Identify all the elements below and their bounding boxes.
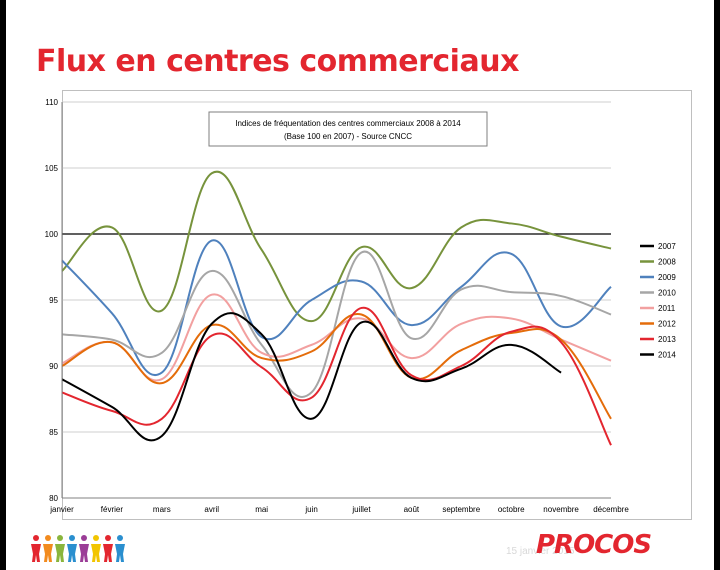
chart-title-box: Indices de fréquentation des centres com… bbox=[208, 111, 488, 147]
chart-border bbox=[62, 90, 692, 520]
person-head bbox=[57, 535, 63, 541]
x-tick-label: juin bbox=[304, 505, 317, 514]
left-border bbox=[0, 0, 6, 570]
x-tick-label: mai bbox=[255, 505, 268, 514]
person-body bbox=[31, 544, 41, 562]
legend-label: 2011 bbox=[658, 304, 676, 313]
legend-label: 2010 bbox=[658, 289, 676, 298]
series-line-2012 bbox=[61, 313, 612, 420]
chart-title-box-border bbox=[208, 111, 488, 147]
person-body bbox=[43, 544, 53, 562]
people-logo-icon bbox=[31, 535, 125, 562]
legend-label: 2013 bbox=[658, 335, 676, 344]
series-line-2010 bbox=[61, 250, 612, 398]
chart-container: 80 85 90 95 100 105 110 janvier février mars avril… bbox=[45, 90, 692, 520]
y-tick-label: 100 bbox=[45, 230, 59, 239]
person-head bbox=[117, 535, 123, 541]
y-tick-label: 80 bbox=[49, 494, 58, 503]
series-line-2009 bbox=[61, 239, 612, 376]
chart-grid bbox=[62, 90, 692, 520]
series-line-2013 bbox=[61, 306, 612, 446]
legend-label: 2008 bbox=[658, 258, 676, 267]
y-tick-label: 90 bbox=[49, 362, 58, 371]
person-head bbox=[93, 535, 99, 541]
person-head bbox=[33, 535, 39, 541]
person-head bbox=[81, 535, 87, 541]
person-head bbox=[69, 535, 75, 541]
x-tick-label: février bbox=[101, 505, 124, 514]
person-body bbox=[91, 544, 101, 562]
series-line-2011 bbox=[61, 293, 612, 382]
x-tick-label: décembre bbox=[593, 505, 629, 514]
legend-label: 2014 bbox=[658, 351, 676, 360]
footer-date: 15 janvier 2015 bbox=[506, 546, 575, 557]
series-line-2014 bbox=[61, 312, 562, 442]
right-border bbox=[714, 0, 720, 570]
person-head bbox=[105, 535, 111, 541]
chart-series bbox=[61, 170, 612, 446]
person-body bbox=[103, 544, 113, 562]
x-tick-label: janvier bbox=[49, 505, 74, 514]
chart-title-line2: (Base 100 en 2007) - Source CNCC bbox=[284, 132, 412, 141]
legend-label: 2009 bbox=[658, 273, 676, 282]
chart-axes: 80 85 90 95 100 105 110 janvier février mars avril… bbox=[45, 98, 630, 514]
x-tick-label: novembre bbox=[543, 505, 579, 514]
y-tick-label: 110 bbox=[45, 98, 58, 107]
y-tick-label: 85 bbox=[49, 428, 58, 437]
person-body bbox=[67, 544, 77, 562]
person-head bbox=[45, 535, 51, 541]
line-chart: 80 85 90 95 100 105 110 janvier février mars avril… bbox=[45, 90, 692, 520]
x-tick-label: mars bbox=[153, 505, 171, 514]
person-body bbox=[115, 544, 125, 562]
chart-title-line1: Indices de fréquentation des centres com… bbox=[235, 119, 461, 128]
x-tick-label: septembre bbox=[442, 505, 480, 514]
y-tick-label: 105 bbox=[45, 164, 59, 173]
x-tick-label: août bbox=[404, 505, 420, 514]
slide-title: Flux en centres commerciaux bbox=[36, 44, 519, 79]
x-tick-label: avril bbox=[204, 505, 219, 514]
slide bbox=[6, 0, 714, 570]
x-tick-label: juillet bbox=[351, 505, 371, 514]
person-body bbox=[79, 544, 89, 562]
person-body bbox=[55, 544, 65, 562]
x-tick-label: octobre bbox=[498, 505, 525, 514]
y-tick-label: 95 bbox=[49, 296, 58, 305]
procos-logo: PROCOS bbox=[536, 530, 652, 560]
chart-legend: 2007 2008 2009 2010 2011 2012 2013 2014 bbox=[640, 242, 676, 360]
legend-label: 2012 bbox=[658, 320, 676, 329]
series-line-2008 bbox=[61, 170, 612, 323]
legend-label: 2007 bbox=[658, 242, 676, 251]
